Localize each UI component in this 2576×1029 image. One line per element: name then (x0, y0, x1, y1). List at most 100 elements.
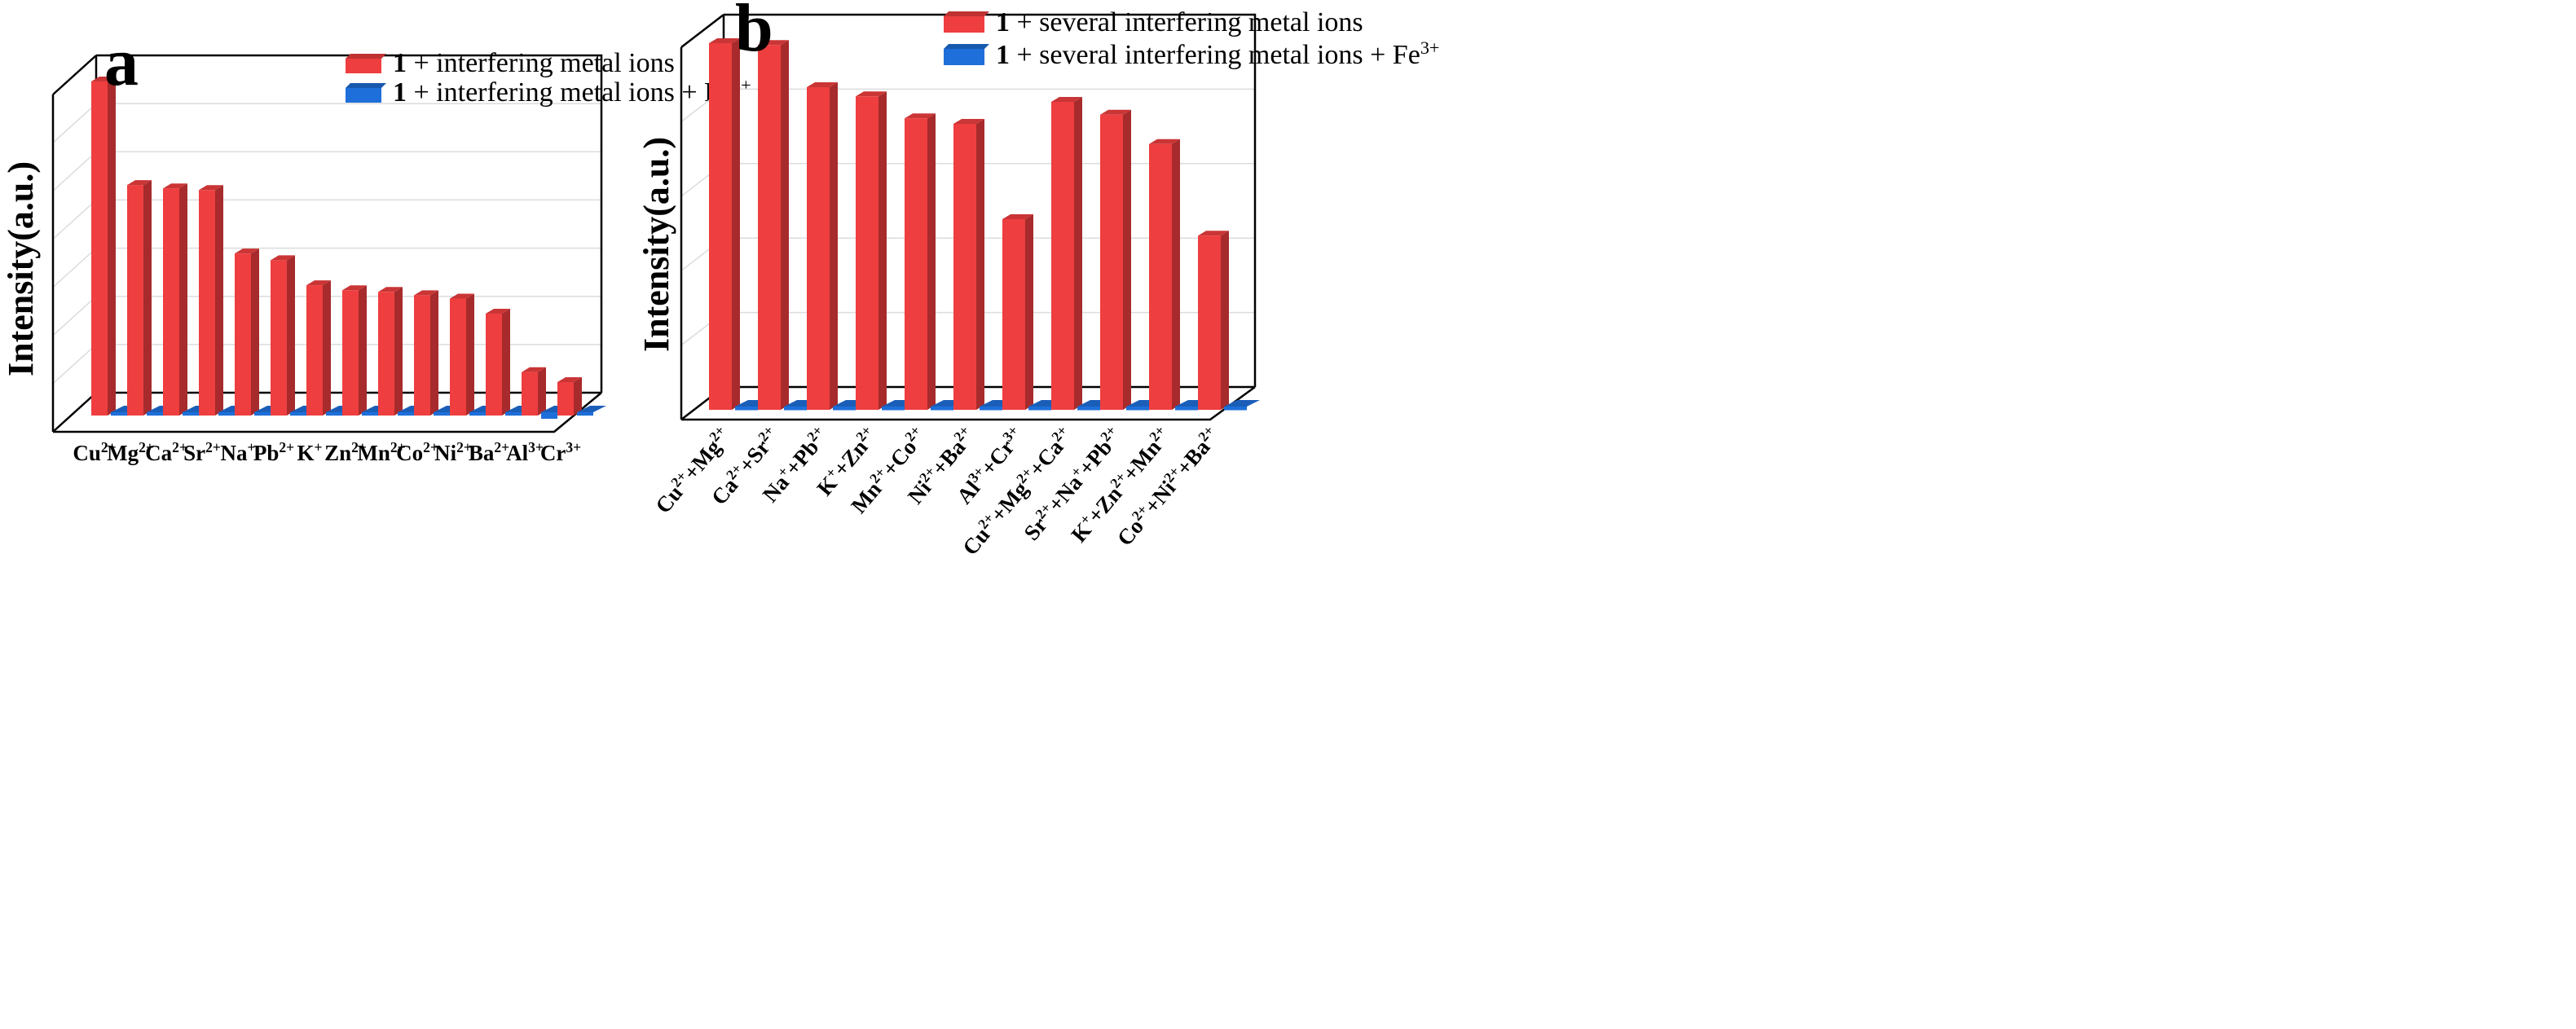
text-run: K (297, 441, 314, 465)
bar-top-red (199, 185, 223, 191)
bar-red (807, 87, 830, 410)
bar-top-blue (1224, 400, 1260, 407)
bar-group (905, 113, 967, 411)
bar-blue (362, 412, 378, 416)
bars (709, 38, 1260, 411)
bar-blue (1126, 407, 1149, 411)
bar-group (91, 77, 140, 416)
x-tick-label: Co2+ (396, 439, 438, 465)
bar-blue (784, 407, 807, 411)
bar-top-red (905, 113, 936, 119)
bar-side-red (179, 183, 187, 416)
text-run: Mn (357, 441, 390, 465)
bar-red (450, 298, 466, 416)
x-tick-label: Na+ (221, 439, 256, 465)
y-axis-label: Intensity(a.u.) (636, 137, 676, 352)
bar-red (271, 260, 287, 416)
x-tick-label: Cr3+ (540, 439, 581, 465)
bar-top-red (306, 280, 331, 286)
bar-top-red (709, 38, 740, 43)
bar-blue (434, 412, 450, 416)
x-tick-label: K+ (297, 439, 322, 465)
x-tick-label: Sr2+ (183, 439, 221, 465)
bar-blue (111, 412, 127, 416)
text-run: Ca (145, 441, 172, 465)
text-run: 1 (996, 40, 1010, 70)
bar-group (163, 183, 212, 416)
gridline (52, 103, 97, 143)
bar-top-red (1198, 231, 1229, 236)
text-run: 1 (996, 7, 1010, 37)
floor-side (52, 392, 97, 433)
bar-top-red (91, 77, 116, 81)
bar-red (342, 290, 359, 416)
legend-swatch (346, 88, 381, 103)
bar-red (1149, 143, 1172, 410)
legend-swatch-top (346, 83, 386, 88)
bar-top-red (522, 367, 546, 372)
bar-top-red (758, 40, 789, 46)
bar-group (522, 367, 570, 419)
gridline (52, 248, 97, 288)
panel-label: b (735, 0, 773, 66)
bar-side-red (143, 180, 152, 416)
legend-swatch (944, 49, 984, 65)
bar-red (414, 295, 430, 416)
bar-red (1002, 219, 1025, 410)
bar-blue (290, 412, 306, 416)
bar-group (271, 255, 319, 416)
bar-group (199, 185, 248, 416)
legend-label: 1 + interfering metal ions + Fe3+ (393, 75, 751, 108)
bar-side-red (878, 91, 887, 410)
bar-group (557, 377, 606, 416)
bar-top-red (1100, 109, 1131, 115)
bar-side-red (1025, 214, 1033, 410)
text-run: Mg (107, 441, 139, 465)
x-tick-labels: Cu2++Mg2+Ca2++Sr2+Na++Pb2+K++Zn2+Mn2++Co… (650, 422, 1224, 560)
bar-red (953, 124, 976, 410)
bar-blue (218, 412, 235, 416)
bar-side-red (830, 82, 838, 410)
gridline (52, 296, 97, 336)
bar-group (450, 293, 499, 416)
bar-red (378, 292, 394, 416)
bar-red (306, 285, 323, 416)
bar-red (127, 185, 143, 416)
gridline (52, 199, 97, 240)
x-tick-label: Ca2+ (145, 439, 187, 465)
x-tick-label: Al3+ (506, 439, 544, 465)
x-tick-label: Ca2++Sr2+ (705, 422, 784, 509)
back-wall-frame (724, 13, 1257, 387)
bar-group (127, 180, 176, 416)
bar-red (163, 188, 179, 416)
bar-top-red (450, 293, 474, 299)
x-tick-label: K++Zn2+ (811, 422, 883, 500)
bar-red (856, 96, 878, 410)
bar-blue (469, 412, 486, 416)
text-run: Cr (540, 441, 566, 465)
bar-top-red (953, 119, 984, 124)
x-tick-label: Mg2+ (107, 439, 154, 465)
bar-side-red (1172, 139, 1180, 410)
legend-swatch-top (944, 44, 989, 49)
legend-swatch-top (944, 11, 989, 16)
chart-panel-b: Cu2++Mg2+Ca2++Sr2+Na++Pb2+K++Zn2+Mn2++Co… (636, 0, 1439, 560)
side-wall-top (680, 14, 724, 48)
text-run: Zn (324, 441, 351, 465)
bar-blue (541, 412, 557, 419)
bar-group (953, 119, 1015, 411)
bar-group (1198, 231, 1260, 411)
x-tick-label: Co2++Ni2++Ba2+ (1111, 422, 1224, 550)
panel-label: a (104, 24, 139, 100)
text-run: + interfering metal ions + Fe (407, 77, 732, 108)
bar-blue (183, 412, 199, 416)
floor-frame (53, 392, 602, 433)
legend-swatch (346, 59, 381, 73)
text-run: 2+ (494, 439, 509, 455)
bar-blue (931, 407, 953, 411)
bar-side-red (1074, 97, 1082, 410)
x-tick-label: Ba2+ (469, 439, 509, 465)
text-run: Na (221, 441, 248, 465)
